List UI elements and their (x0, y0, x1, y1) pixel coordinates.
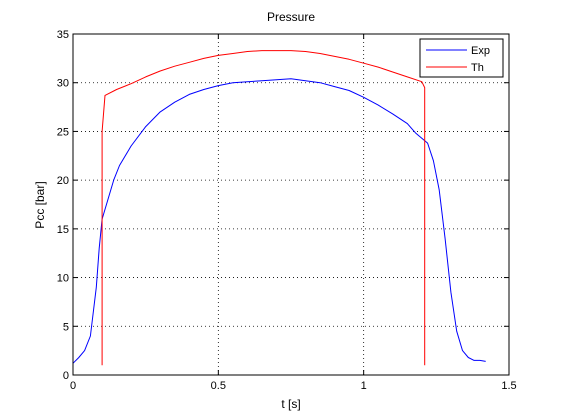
plot-area (73, 34, 509, 375)
x-axis-label: t [s] (281, 397, 300, 411)
x-tick-label: 1 (361, 380, 367, 392)
legend: Exp Th (419, 38, 504, 78)
series-line-th (101, 50, 426, 366)
x-tick-label: 0 (70, 380, 76, 392)
y-tick-label: 35 (57, 29, 69, 41)
x-axis-ticks: 0 0.5 1 1.5 (70, 34, 517, 392)
x-tick-label: 1.5 (501, 380, 516, 392)
y-tick-label: 0 (63, 370, 69, 382)
y-axis-ticks: 0 5 10 15 20 25 30 35 (57, 29, 509, 382)
y-tick-label: 20 (57, 175, 69, 187)
series-layer (72, 50, 486, 366)
chart-title: Pressure (267, 10, 315, 24)
grid (73, 34, 509, 375)
y-tick-label: 15 (57, 224, 69, 236)
legend-label-exp: Exp (471, 45, 490, 57)
y-tick-label: 25 (57, 126, 69, 138)
series-line-exp (72, 78, 486, 364)
axes-box (72, 33, 510, 376)
legend-box (419, 38, 504, 78)
y-tick-label: 5 (63, 321, 69, 333)
x-tick-label: 0.5 (211, 380, 226, 392)
y-tick-label: 10 (57, 273, 69, 285)
legend-label-th: Th (471, 62, 484, 74)
y-axis-label: Pcc [bar] (33, 181, 47, 228)
y-tick-label: 30 (57, 78, 69, 90)
